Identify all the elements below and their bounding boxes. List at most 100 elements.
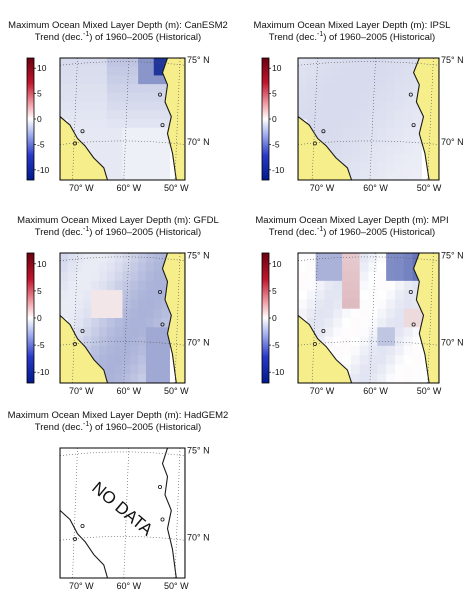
- heatmap-cell: [114, 127, 124, 138]
- heatmap-cell: [106, 327, 116, 338]
- map-frame: [59, 447, 186, 579]
- heatmap-cell: [99, 110, 108, 120]
- chart-subtitle: Trend (dec.-1) of 1960–2005 (Historical): [35, 31, 201, 43]
- heatmap-cell: [106, 345, 116, 356]
- heatmap-cell: [138, 101, 147, 111]
- heatmap-cell: [145, 127, 155, 138]
- heatmap-cell: [99, 262, 108, 273]
- heatmap-cell: [386, 66, 396, 77]
- heatmap-cell: [161, 136, 170, 146]
- heatmap-cell: [359, 345, 370, 356]
- heatmap-cell: [75, 262, 85, 273]
- heatmap-cell: [324, 308, 334, 319]
- heatmap-cell: [60, 290, 69, 301]
- heatmap-cell: [350, 280, 361, 291]
- heatmap-cell: [342, 119, 352, 129]
- heatmap-cell: [377, 327, 387, 338]
- heatmap-cell: [403, 299, 414, 310]
- island: [408, 92, 413, 97]
- heatmap-cell: [153, 253, 163, 263]
- heatmap-cell: [99, 153, 108, 164]
- heatmap-cell: [342, 66, 352, 77]
- coastline-west: [298, 116, 353, 180]
- heatmap-cell: [91, 145, 100, 155]
- heatmap-cell: [333, 127, 343, 138]
- heatmap-cell: [324, 75, 334, 85]
- heatmap-cell: [161, 318, 170, 328]
- heatmap-cell: [138, 110, 147, 120]
- heatmap-cell: [342, 280, 352, 291]
- heatmap-cell: [91, 119, 100, 129]
- heatmap-cell: [99, 119, 108, 129]
- heatmap-cell: [377, 271, 387, 282]
- heatmap-cell: [99, 336, 108, 347]
- heatmap-cell: [91, 66, 100, 77]
- heatmap-cell: [83, 280, 92, 291]
- heatmap-cell: [359, 290, 370, 301]
- heatmap-cell: [99, 355, 108, 366]
- heatmap-cell: [403, 364, 414, 375]
- heatmap-cell: [394, 127, 405, 138]
- colorbar-tick-label: 5: [37, 286, 42, 296]
- chart-panel-ipsl: Maximum Ocean Mixed Layer Depth (m): IPS…: [254, 20, 464, 193]
- y-tick-label: 75° N: [441, 250, 464, 260]
- island: [160, 123, 165, 128]
- heatmap-cell: [75, 101, 85, 111]
- heatmap-cell: [359, 308, 370, 319]
- x-tick-label: 60° W: [116, 386, 141, 396]
- heatmap-cell: [161, 355, 170, 366]
- heatmap-cell: [60, 308, 69, 319]
- chart-title: Maximum Ocean Mixed Layer Depth (m): GFD…: [17, 215, 219, 226]
- heatmap-cell: [106, 101, 116, 111]
- heatmap-cell: [114, 318, 124, 328]
- heatmap-cell: [333, 58, 343, 68]
- heatmap-cell: [122, 84, 131, 94]
- heatmap-cell: [386, 110, 396, 120]
- heatmap-cell: [324, 66, 334, 77]
- heatmap-cell: [350, 110, 361, 120]
- meridian-line: [174, 448, 181, 578]
- heatmap-cell: [99, 101, 108, 111]
- heatmap-cell: [83, 110, 92, 120]
- x-tick-label: 70° W: [69, 183, 94, 193]
- x-tick-label: 70° W: [69, 581, 94, 591]
- heatmap-cell: [145, 110, 155, 120]
- heatmap-cell: [306, 262, 317, 273]
- heatmap-cell: [99, 280, 108, 291]
- heatmap-cell: [67, 318, 77, 328]
- heatmap-cell: [91, 290, 100, 301]
- heatmap-cell: [298, 262, 308, 273]
- land-greenland: [162, 253, 185, 383]
- heatmap-cell: [350, 58, 361, 68]
- island: [157, 92, 162, 97]
- heatmap-cell: [145, 262, 155, 273]
- colorbar-tick-label: 10: [272, 259, 282, 269]
- heatmap-cell: [368, 153, 378, 164]
- heatmap-cell: [394, 171, 405, 180]
- heatmap-cell: [412, 308, 422, 319]
- heatmap-cell: [114, 327, 124, 338]
- heatmap-cell: [122, 162, 131, 172]
- heatmap-cell: [394, 145, 405, 155]
- heatmap-cell: [298, 92, 308, 103]
- heatmap-cell: [350, 171, 361, 180]
- heatmap-cell: [315, 101, 326, 111]
- heatmap-cell: [298, 110, 308, 120]
- heatmap-cell: [161, 299, 170, 310]
- heatmap-cell: [306, 84, 317, 94]
- map-area: [60, 448, 185, 578]
- heatmap-cell: [350, 145, 361, 155]
- heatmap-cell: [130, 101, 139, 111]
- heatmap-cell: [106, 171, 116, 180]
- heatmap-cell: [106, 92, 116, 103]
- coastline-east: [413, 58, 439, 180]
- x-tick-label: 60° W: [363, 386, 388, 396]
- colorbar-tick-label: -5: [37, 139, 45, 149]
- heatmap-cell: [83, 119, 92, 129]
- island: [157, 484, 162, 489]
- heatmap-cell: [298, 308, 308, 319]
- heatmap-cell: [315, 299, 326, 310]
- island: [160, 322, 165, 327]
- heatmap-cell: [368, 262, 378, 273]
- heatmap-cell: [298, 75, 308, 85]
